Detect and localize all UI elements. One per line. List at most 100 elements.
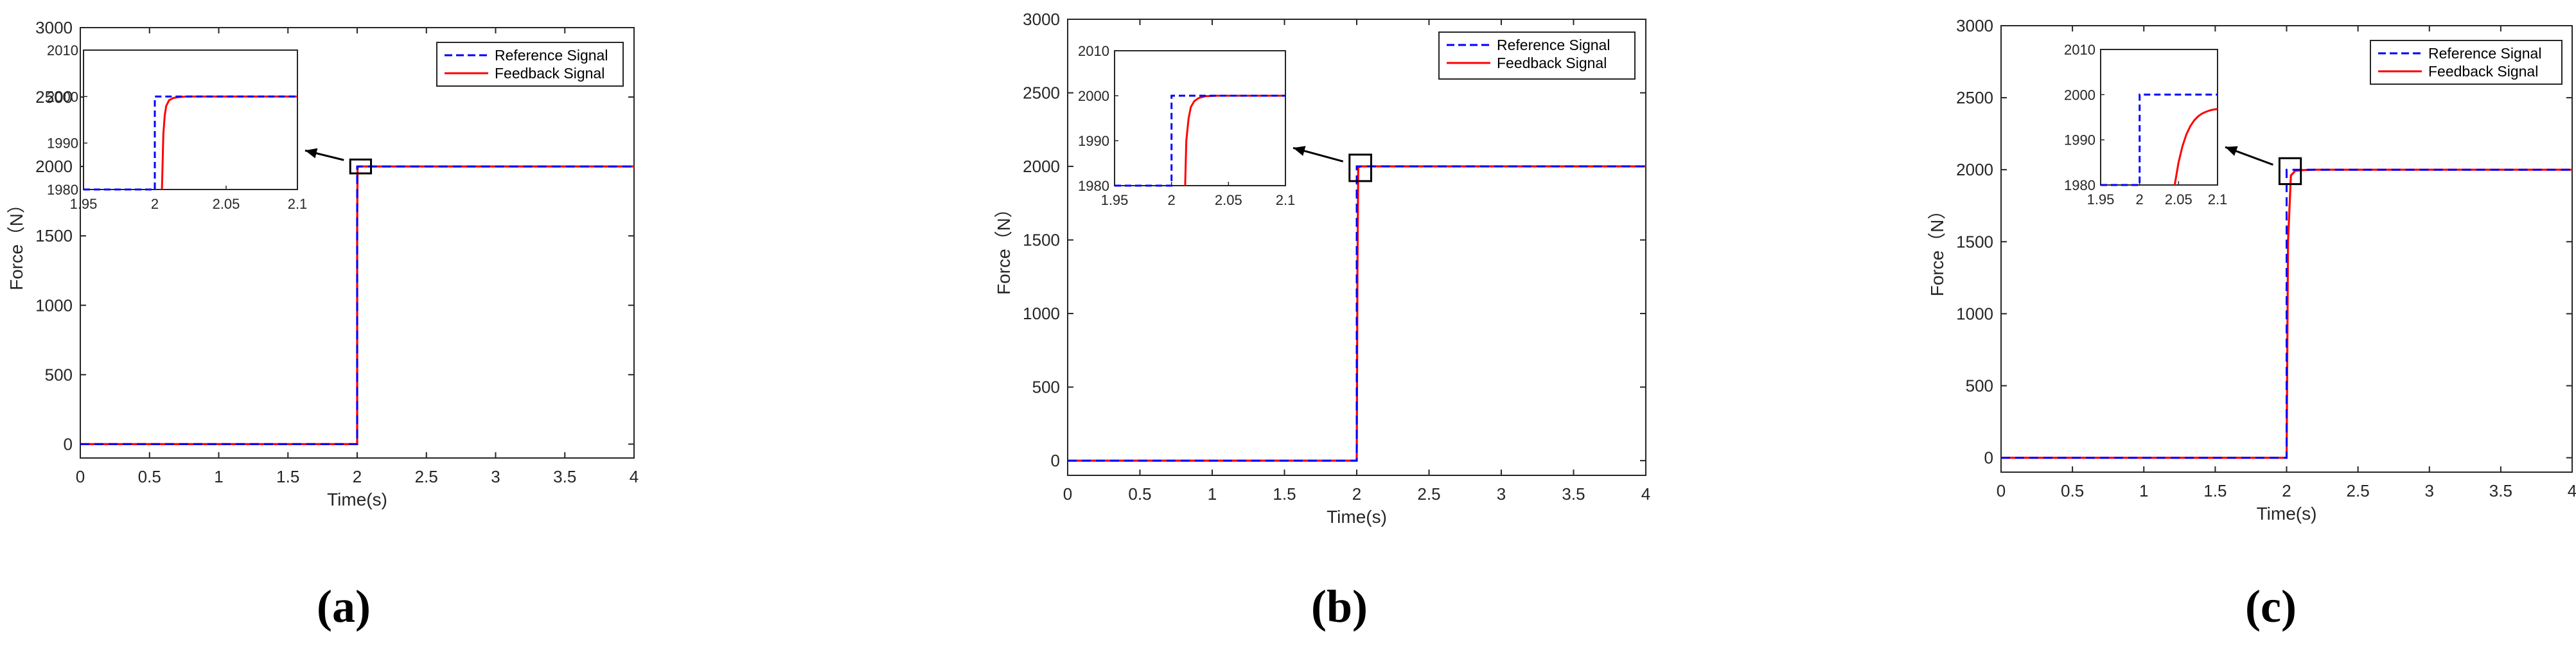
- x-tick-label: 1.5: [2203, 481, 2227, 500]
- y-tick-label: 0: [64, 434, 73, 454]
- y-tick-label: 2500: [35, 87, 73, 107]
- y-axis-title: Force（N）: [994, 200, 1014, 295]
- inset-series-line-reference: [2101, 93, 2218, 186]
- y-axis-title: Force（N）: [1927, 202, 1947, 297]
- x-tick-label: 2.5: [2347, 481, 2370, 500]
- inset-chart: 1.95 2 2.05 2.1 1980 1990 2000 2010: [2064, 42, 2227, 207]
- x-tick-label: 1.5: [1273, 484, 1296, 504]
- series-line-reference: [1068, 165, 1646, 462]
- y-tick-label: 0: [1984, 448, 1993, 468]
- y-tick-label: 2500: [1956, 88, 1993, 107]
- legend-entry-reference: Reference Signal: [495, 47, 608, 64]
- inset-y-tick-label: 2000: [47, 89, 78, 105]
- x-tick-label: 0: [76, 467, 85, 486]
- inset-plot-area: [2100, 49, 2218, 186]
- x-tick-label: 2: [2282, 481, 2291, 500]
- legend-box: [2370, 40, 2563, 85]
- inset-y-tick-label: 1980: [1078, 178, 1109, 194]
- y-tick-label: 3000: [1956, 16, 1993, 35]
- inset-x-tick-label: 2.1: [288, 196, 308, 212]
- inset-x-tick-label: 2.05: [213, 196, 240, 212]
- y-tick-label: 2500: [1023, 84, 1060, 103]
- inset-x-tick-label: 2.1: [2208, 191, 2228, 207]
- x-tick-label: 3.5: [1562, 484, 1585, 504]
- y-axis-title: Force（N）: [6, 195, 26, 290]
- x-tick-label: 3: [1497, 484, 1506, 504]
- inset-x-tick-label: 2.05: [1215, 192, 1242, 208]
- legend-entry-reference: Reference Signal: [2428, 45, 2541, 62]
- inset-y-tick-label: 1980: [2064, 177, 2095, 193]
- inset-y-tick-label: 1990: [1078, 133, 1109, 149]
- y-tick-label: 1500: [1956, 232, 1993, 251]
- series-line-reference: [80, 165, 634, 445]
- y-tick-label: 1500: [35, 226, 73, 245]
- inset-chart: 1.95 2 2.05 2.1 1980 1990 2000 2010: [1078, 43, 1295, 208]
- legend-box: [1438, 31, 1636, 80]
- legend-box: [436, 42, 624, 87]
- y-tick-label: 2000: [1023, 157, 1060, 176]
- x-tick-label: 0.5: [1128, 484, 1151, 504]
- legend-entry-feedback: Feedback Signal: [2428, 63, 2538, 80]
- chart-panel-c: 0 0.5 1 1.5 2 2.5 3 3.5 4 0 500 1000 1500 2000 2500 300…: [1927, 16, 2576, 632]
- chart-panel-a: 0 0.5 1 1.5 2 2.5 3 3.5 405001000150020002500300…: [6, 18, 639, 632]
- legend-entry-feedback: Feedback Signal: [495, 65, 604, 82]
- y-tick-label: 0: [1051, 451, 1060, 470]
- zoom-box: [2278, 157, 2302, 186]
- y-tick-label: 3000: [1023, 10, 1060, 29]
- x-tick-label: 4: [630, 467, 639, 486]
- x-tick-label: 4: [2568, 481, 2576, 500]
- y-tick-label: 2000: [35, 157, 73, 176]
- panel-label: (b): [1311, 581, 1368, 632]
- chart-panel-b: 0 0.5 1 1.5 2 2.5 3 3.5 4 0 500 1000 1500 2000 2500 300…: [994, 10, 1650, 632]
- y-tick-label: 1000: [1023, 304, 1060, 323]
- x-axis-title: Time(s): [1327, 507, 1387, 527]
- x-tick-label: 1: [214, 467, 223, 486]
- legend-entry-feedback: Feedback Signal: [1497, 55, 1607, 71]
- inset-y-tick-label: 2010: [47, 42, 78, 58]
- series-line-reference: [2001, 168, 2572, 459]
- inset-x-tick-label: 1.95: [2087, 191, 2115, 207]
- x-tick-label: 1: [2139, 481, 2148, 500]
- inset-plot-area: [83, 49, 298, 190]
- x-tick-label: 0: [1063, 484, 1072, 504]
- inset-x-tick-label: 2: [2136, 191, 2144, 207]
- x-tick-label: 1: [1208, 484, 1217, 504]
- y-tick-label: 2000: [1956, 160, 1993, 179]
- x-tick-label: 4: [1641, 484, 1650, 504]
- y-tick-label: 500: [1966, 376, 1993, 395]
- x-tick-label: 2: [353, 467, 362, 486]
- y-tick-label: 500: [45, 365, 73, 384]
- zoom-arrow-head: [2225, 146, 2238, 156]
- panel-label: (c): [2245, 581, 2297, 632]
- inset-series-line-reference: [84, 95, 297, 191]
- x-tick-label: 2.5: [1417, 484, 1440, 504]
- y-tick-label: 1000: [1956, 304, 1993, 323]
- y-tick-label: 3000: [35, 18, 73, 37]
- x-tick-label: 2.5: [415, 467, 438, 486]
- inset-y-tick-label: 2000: [1078, 88, 1109, 104]
- x-tick-label: 3.5: [2489, 481, 2512, 500]
- panel-label: (a): [317, 581, 371, 632]
- inset-x-tick-label: 2: [151, 196, 159, 212]
- inset-x-tick-label: 1.95: [70, 196, 98, 212]
- zoom-box: [1348, 154, 1372, 182]
- inset-x-tick-label: 1.95: [1101, 192, 1129, 208]
- x-axis-title: Time(s): [2257, 504, 2317, 524]
- x-tick-label: 0.5: [138, 467, 161, 486]
- inset-y-tick-label: 2010: [2064, 42, 2095, 58]
- inset-y-tick-label: 2000: [2064, 87, 2095, 103]
- zoom-box: [349, 158, 373, 175]
- inset-x-tick-label: 2.1: [1276, 192, 1296, 208]
- x-tick-label: 0.5: [2061, 481, 2084, 500]
- inset-y-tick-label: 1980: [47, 182, 78, 198]
- x-tick-label: 1.5: [276, 467, 299, 486]
- y-tick-label: 1000: [35, 295, 73, 315]
- x-tick-label: 3.5: [553, 467, 576, 486]
- x-tick-label: 0: [1997, 481, 2006, 500]
- inset-x-tick-label: 2: [1168, 192, 1176, 208]
- x-tick-label: 3: [2425, 481, 2434, 500]
